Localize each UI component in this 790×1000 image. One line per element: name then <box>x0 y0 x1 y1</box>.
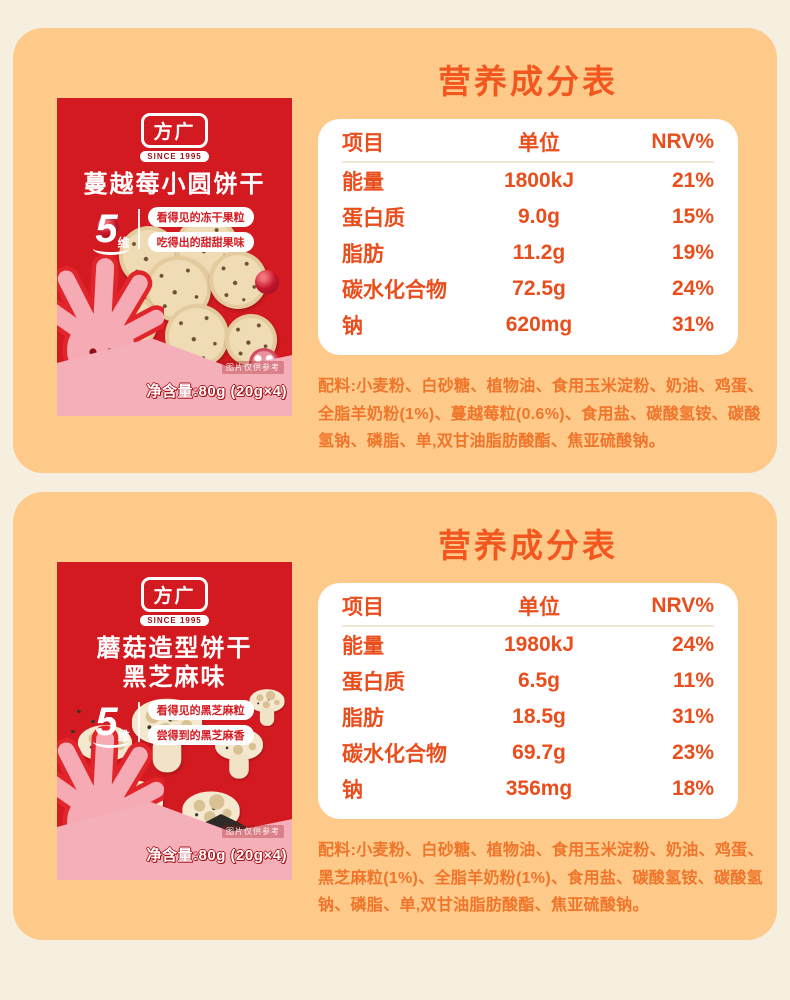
product-name: 蘑菇造型饼干 黑芝麻味 <box>97 635 253 693</box>
table-header-row: 项目 单位 NRV% <box>342 123 714 163</box>
nutrient-name: 能量 <box>342 171 384 194</box>
nutrient-value: 6.5g <box>517 669 561 692</box>
nutrient-value: 1980kJ <box>503 633 575 656</box>
package-header: 方广 SINCE 1995 蔓越莓小圆饼干 5维 看得见的冻干果粒 吃得出的甜甜… <box>57 98 292 256</box>
nutrient-name: 蛋白质 <box>342 671 405 694</box>
product-section-cranberry: 图片仅供参考 净含量:80g (20g×4) 方广 SINCE 1995 蔓越莓… <box>13 28 777 473</box>
nutrient-nrv: 24% <box>671 277 714 300</box>
table-row: 能量 1980kJ 24% <box>342 627 714 663</box>
nutrient-name: 碳水化合物 <box>342 743 447 766</box>
table-row: 能量 1800kJ 21% <box>342 163 714 199</box>
nutrient-nrv: 24% <box>671 633 714 656</box>
table-row: 脂肪 18.5g 31% <box>342 699 714 735</box>
nutrient-name: 钠 <box>342 779 363 802</box>
feature-pill: 看得见的黑芝麻粒 <box>147 699 254 720</box>
table-row: 蛋白质 9.0g 15% <box>342 199 714 235</box>
table-header-row: 项目 单位 NRV% <box>342 587 714 627</box>
divider <box>137 209 140 250</box>
table-row: 碳水化合物 69.7g 23% <box>342 735 714 771</box>
package-image-cranberry: 图片仅供参考 净含量:80g (20g×4) 方广 SINCE 1995 蔓越莓… <box>57 98 292 416</box>
mushroom-biscuit-graphic <box>249 689 285 726</box>
nutrient-name: 蛋白质 <box>342 207 405 230</box>
nutrient-nrv: 23% <box>671 741 714 764</box>
brand-logo: 方广 <box>141 577 208 612</box>
nutrient-value: 620mg <box>505 313 573 336</box>
header-unit: 单位 <box>518 132 560 155</box>
cranberry-graphic <box>97 216 119 238</box>
table-row: 蛋白质 6.5g 11% <box>342 663 714 699</box>
section-title: 营养成分表 <box>438 527 618 564</box>
nutrient-name: 碳水化合物 <box>342 279 447 302</box>
header-nrv: NRV% <box>651 594 714 617</box>
feature-pill: 看得见的冻干果粒 <box>147 206 254 227</box>
feature-badges: 5维 看得见的黑芝麻粒 尝得到的黑芝麻香 <box>93 699 254 749</box>
table-row: 钠 620mg 31% <box>342 307 714 343</box>
feature-badges: 5维 看得见的冻干果粒 吃得出的甜甜果味 <box>93 206 254 256</box>
cranberry-graphic <box>255 270 279 294</box>
feature-pill: 尝得到的黑芝麻香 <box>147 724 254 745</box>
image-disclaimer: 图片仅供参考 <box>222 825 284 838</box>
nutrient-value: 356mg <box>505 777 573 800</box>
badge-5wei: 5维 <box>93 700 130 749</box>
product-name-line1: 蘑菇造型饼干 <box>96 635 253 662</box>
feature-pill: 吃得出的甜甜果味 <box>147 231 254 252</box>
product-section-mushroom: 图片仅供参考 净含量:80g (20g×4) 方广 SINCE 1995 蘑菇造… <box>13 492 777 940</box>
nutrition-column: 营养成分表 项目 单位 NRV% 能量 1980kJ 24% 蛋白质 6.5g … <box>318 492 768 920</box>
net-weight-label: 净含量:80g (20g×4) <box>146 847 287 864</box>
header-unit: 单位 <box>518 596 560 619</box>
nutrient-value: 69.7g <box>512 741 566 764</box>
table-row: 钠 356mg 18% <box>342 771 714 807</box>
section-title: 营养成分表 <box>438 63 618 100</box>
nutrient-value: 1800kJ <box>503 169 575 192</box>
header-item: 项目 <box>342 596 384 619</box>
nutrient-nrv: 19% <box>671 241 714 264</box>
brand-logo: 方广 <box>141 113 208 148</box>
ingredients-text: 配料:小麦粉、白砂糖、植物油、食用玉米淀粉、奶油、鸡蛋、全脂羊奶粉(1%)、蔓越… <box>318 378 764 451</box>
since-ribbon: SINCE 1995 <box>140 615 209 626</box>
nutrition-table: 项目 单位 NRV% 能量 1800kJ 21% 蛋白质 9.0g 15% 脂肪… <box>318 119 738 355</box>
product-name-line2: 黑芝麻味 <box>122 663 227 691</box>
image-disclaimer: 图片仅供参考 <box>222 361 284 374</box>
feature-pills: 看得见的冻干果粒 吃得出的甜甜果味 <box>147 206 254 252</box>
nutrient-name: 脂肪 <box>342 243 384 266</box>
package-image-mushroom: 图片仅供参考 净含量:80g (20g×4) 方广 SINCE 1995 蘑菇造… <box>57 562 292 880</box>
badge-5wei: 5维 <box>93 207 130 256</box>
nutrition-table: 项目 单位 NRV% 能量 1980kJ 24% 蛋白质 6.5g 11% 脂肪… <box>318 583 738 819</box>
ingredients-text: 配料:小麦粉、白砂糖、植物油、食用玉米淀粉、奶油、鸡蛋、黑芝麻粒(1%)、全脂羊… <box>318 842 764 915</box>
nutrient-nrv: 18% <box>671 777 714 800</box>
since-ribbon: SINCE 1995 <box>140 151 209 162</box>
nutrient-nrv: 31% <box>671 705 714 728</box>
product-name: 蔓越莓小圆饼干 <box>84 171 266 200</box>
feature-pills: 看得见的黑芝麻粒 尝得到的黑芝麻香 <box>147 699 254 745</box>
nutrient-name: 脂肪 <box>342 707 384 730</box>
product-name-line1: 蔓越莓小圆饼干 <box>83 171 266 198</box>
nutrient-nrv: 31% <box>671 313 714 336</box>
nutrient-nrv: 11% <box>673 669 714 692</box>
table-row: 碳水化合物 72.5g 24% <box>342 271 714 307</box>
nutrient-value: 9.0g <box>517 205 561 228</box>
nutrition-column: 营养成分表 项目 单位 NRV% 能量 1800kJ 21% 蛋白质 9.0g … <box>318 28 768 456</box>
package-header: 方广 SINCE 1995 蘑菇造型饼干 黑芝麻味 5维 看得见的黑芝麻粒 尝得… <box>57 562 292 749</box>
header-nrv: NRV% <box>651 130 714 153</box>
nutrient-value: 18.5g <box>512 705 566 728</box>
header-item: 项目 <box>342 132 384 155</box>
nutrient-name: 钠 <box>342 315 363 338</box>
table-row: 脂肪 11.2g 19% <box>342 235 714 271</box>
nutrient-nrv: 21% <box>671 169 714 192</box>
nutrient-value: 72.5g <box>512 277 566 300</box>
nutrient-nrv: 15% <box>671 205 714 228</box>
net-weight-label: 净含量:80g (20g×4) <box>146 383 287 400</box>
nutrient-name: 能量 <box>342 635 384 658</box>
divider <box>137 702 140 743</box>
nutrient-value: 11.2g <box>512 241 566 264</box>
